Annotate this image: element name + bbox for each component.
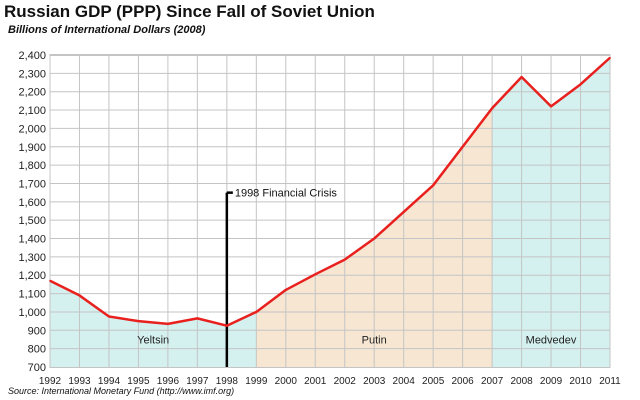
- data-point: [402, 211, 405, 213]
- source-note: Source: International Monetary Fund (htt…: [8, 386, 235, 396]
- y-tick-label: 800: [28, 344, 46, 356]
- data-point: [491, 107, 493, 110]
- data-point: [373, 237, 376, 240]
- y-tick-label: 1,100: [18, 289, 46, 301]
- data-point: [609, 56, 611, 59]
- data-point: [284, 289, 287, 291]
- data-point: [108, 315, 110, 318]
- y-tick-label: 1,800: [18, 160, 46, 172]
- period-label: Yeltsin: [137, 334, 169, 346]
- y-tick-label: 2,300: [18, 68, 46, 80]
- x-tick-label: 1993: [68, 376, 91, 387]
- chart-title: Russian GDP (PPP) Since Fall of Soviet U…: [4, 2, 375, 21]
- data-point: [314, 273, 317, 276]
- x-tick-label: 2001: [304, 376, 327, 387]
- x-tick-label: 2008: [510, 376, 533, 387]
- x-tick-label: 1994: [98, 376, 121, 387]
- x-tick-label: 2000: [275, 376, 298, 387]
- period-label: Putin: [362, 334, 387, 346]
- chart-subtitle: Billions of International Dollars (2008): [8, 24, 206, 36]
- data-point: [78, 294, 81, 297]
- data-point: [226, 324, 228, 327]
- y-tick-label: 1,700: [18, 178, 46, 190]
- y-tick-label: 2,400: [18, 50, 46, 62]
- series-line-0: [49, 56, 611, 327]
- x-tick-label: 2002: [334, 376, 357, 387]
- x-tick-label: 2007: [481, 376, 504, 387]
- data-point: [255, 311, 258, 313]
- data-point: [579, 83, 582, 86]
- data-point: [432, 184, 434, 187]
- period-band-0: [50, 280, 257, 367]
- y-tick-label: 1,900: [18, 142, 46, 154]
- y-tick-label: 2,000: [18, 123, 46, 135]
- x-tick-label: 1999: [245, 376, 268, 387]
- y-tick-label: 900: [28, 325, 46, 337]
- y-tick-label: 2,100: [18, 105, 46, 117]
- data-point: [520, 76, 523, 78]
- x-tick-label: 1996: [157, 376, 180, 387]
- series-lines: [49, 56, 611, 327]
- x-tick-label: 1995: [127, 376, 150, 387]
- x-axis-ticks: 1992 1993 1994 1995 1996 1997 1998 1999 2000 2001…: [39, 376, 621, 387]
- x-tick-label: 2006: [452, 376, 475, 387]
- gridlines: [49, 55, 611, 367]
- x-tick-label: 1992: [39, 376, 62, 387]
- y-tick-label: 700: [28, 362, 46, 374]
- crisis-label: 1998 Financial Crisis: [235, 188, 338, 200]
- data-point: [137, 320, 140, 322]
- y-tick-label: 1,500: [18, 215, 46, 227]
- x-tick-label: 1998: [216, 376, 239, 387]
- y-tick-label: 1,600: [18, 197, 46, 209]
- data-point: [550, 105, 552, 108]
- data-point: [167, 323, 169, 325]
- crisis-annotation: 1998 Financial Crisis: [225, 188, 338, 367]
- period-labels: Yeltsin Putin Medvedev: [137, 334, 577, 346]
- y-tick-label: 1,200: [18, 270, 46, 282]
- y-tick-label: 1,000: [18, 307, 46, 319]
- x-tick-label: 2010: [569, 376, 592, 387]
- x-tick-label: 2005: [422, 376, 445, 387]
- data-point: [49, 279, 51, 282]
- y-axis-ticks: 700 800 900 1,000 1,100 1,200 1,300 1,400 1,500 1…: [18, 50, 46, 374]
- data-point: [461, 145, 464, 148]
- x-tick-label: 1997: [186, 376, 209, 387]
- period-label: Medvedev: [526, 334, 577, 346]
- data-point: [196, 317, 199, 320]
- x-tick-label: 2004: [393, 376, 416, 387]
- data-point: [343, 258, 346, 261]
- x-tick-label: 2003: [363, 376, 386, 387]
- y-tick-label: 1,300: [18, 252, 46, 264]
- y-tick-label: 1,400: [18, 234, 46, 246]
- y-tick-label: 2,200: [18, 87, 46, 99]
- x-tick-label: 2011: [599, 376, 621, 387]
- x-tick-label: 2009: [540, 376, 563, 387]
